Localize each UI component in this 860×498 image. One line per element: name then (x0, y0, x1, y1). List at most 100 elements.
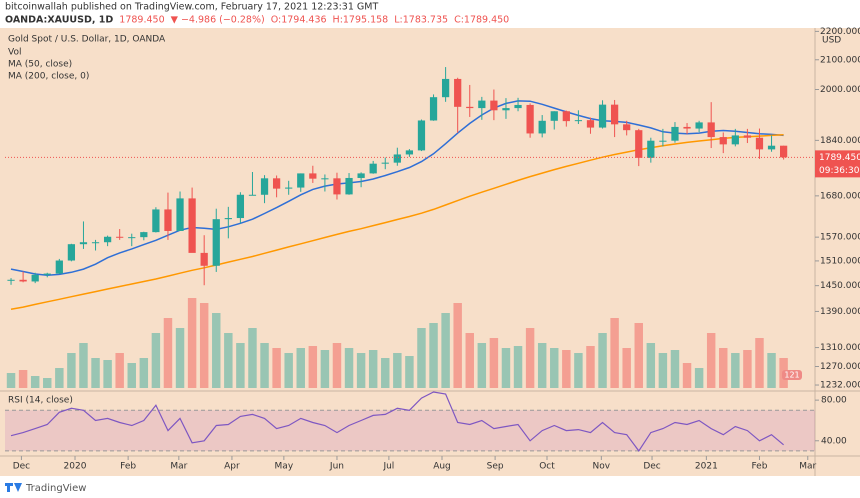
last-price: 1789.450 (119, 15, 164, 26)
volume-bar (248, 328, 257, 388)
volume-bar (103, 360, 112, 388)
x-tick-label: Oct (539, 462, 555, 472)
candle-body (767, 145, 776, 150)
candle-body (526, 104, 534, 134)
candle-body (405, 150, 414, 155)
currency: USD (822, 36, 841, 46)
candle-body (260, 178, 269, 195)
candle-body (514, 104, 522, 109)
high: H:1795.158 (333, 15, 389, 26)
volume-bar (719, 348, 728, 388)
candle-body (91, 242, 100, 244)
volume-bar (260, 343, 269, 388)
volume-bar (550, 348, 559, 388)
volume-bar (562, 350, 571, 388)
volume-bar (199, 303, 209, 388)
moving-average (10, 100, 784, 276)
volume-bar (139, 358, 149, 388)
candle-body (248, 194, 257, 196)
volume-bar (658, 353, 668, 388)
candle-body (212, 219, 220, 266)
last-price-box (815, 150, 860, 178)
x-tick-label: 2020 (64, 462, 87, 472)
y-tick-label: 2000.000 (820, 85, 860, 95)
volume-bar (6, 373, 16, 388)
volume-bar (18, 370, 28, 388)
x-tick-label: Feb (120, 462, 136, 472)
candle-body (7, 279, 15, 281)
volume-bar (586, 346, 595, 388)
candle-body (309, 173, 317, 179)
volume-bar (706, 333, 716, 388)
y-tick-label: 1570.000 (820, 233, 860, 243)
volume-bar (127, 363, 136, 388)
publisher: bitcoinwallah published on TradingView.c… (5, 2, 378, 13)
y-tick-label: 40.00 (821, 436, 847, 446)
candle-body (454, 78, 462, 107)
countdown: 09:36:30 (819, 166, 860, 176)
y-tick-label: 2100.000 (820, 55, 860, 65)
candle-body (478, 100, 486, 109)
volume-bar (767, 353, 776, 388)
candle-body (152, 209, 160, 233)
volume-bar (67, 353, 76, 388)
y-tick-label: 1270.000 (820, 362, 860, 372)
volume-bar (634, 323, 643, 388)
volume-bar (91, 358, 100, 388)
candle-body (647, 140, 655, 158)
y-tick-label: 1680.000 (820, 191, 860, 201)
x-tick-label: Mar (799, 462, 816, 472)
rsi-band (5, 410, 815, 451)
legend-entry: MA (200, close, 0) (8, 72, 89, 82)
volume-bar (187, 298, 197, 388)
candle-body (623, 124, 631, 131)
volume-bar (272, 348, 281, 388)
candle-body (635, 130, 643, 158)
last-price-label: 1789.450 (819, 153, 860, 163)
y-tick-label: 1510.000 (820, 256, 860, 266)
moving-average (10, 134, 784, 310)
candle-body (393, 154, 401, 163)
candle-body (285, 187, 293, 189)
volume-bar (79, 343, 88, 388)
x-tick-label: Jun (329, 462, 344, 472)
legend-entry: MA (50, close) (8, 60, 72, 70)
candle-body (683, 126, 691, 129)
x-tick-label: Jul (382, 462, 394, 472)
volume-bar (501, 348, 511, 388)
x-tick-label: May (275, 462, 294, 472)
footer-brand: TradingView (25, 483, 86, 494)
volume-bar (598, 333, 607, 388)
symbol-line: OANDA:XAUUSD, 1D 1789.450 ▼ −4.986 (−0.2… (5, 15, 509, 26)
volume-bar (537, 343, 547, 388)
y-tick-label: 1232.000 (820, 381, 860, 391)
volume-bar (429, 323, 438, 388)
candle-body (490, 100, 498, 111)
volume-bar (513, 346, 523, 388)
volume-bar (115, 353, 124, 388)
volume-bar (489, 338, 499, 388)
x-tick-label: Aug (433, 462, 451, 472)
candle-body (671, 126, 679, 141)
candle-body (103, 236, 112, 243)
x-tick-label: Mar (170, 462, 187, 472)
x-tick-label: Apr (224, 462, 240, 472)
candle-body (719, 137, 727, 145)
candle-body (598, 104, 607, 128)
volume-bar (525, 328, 535, 388)
change: ▼ −4.986 (−0.28%) (171, 15, 265, 26)
volume-bar (622, 348, 631, 388)
candle-body (272, 178, 281, 189)
legend-title: Gold Spot / U.S. Dollar, 1D, OANDA (8, 35, 166, 45)
legend-volume: Vol (8, 48, 21, 58)
volume-bar (574, 353, 583, 388)
volume-bar (417, 328, 426, 388)
volume-bar (670, 350, 680, 388)
candle-body (743, 135, 752, 138)
x-tick-label: 2021 (695, 462, 718, 472)
volume-bar (356, 353, 366, 388)
volume-bar (694, 368, 704, 388)
volume-badge: 121 (784, 371, 799, 380)
